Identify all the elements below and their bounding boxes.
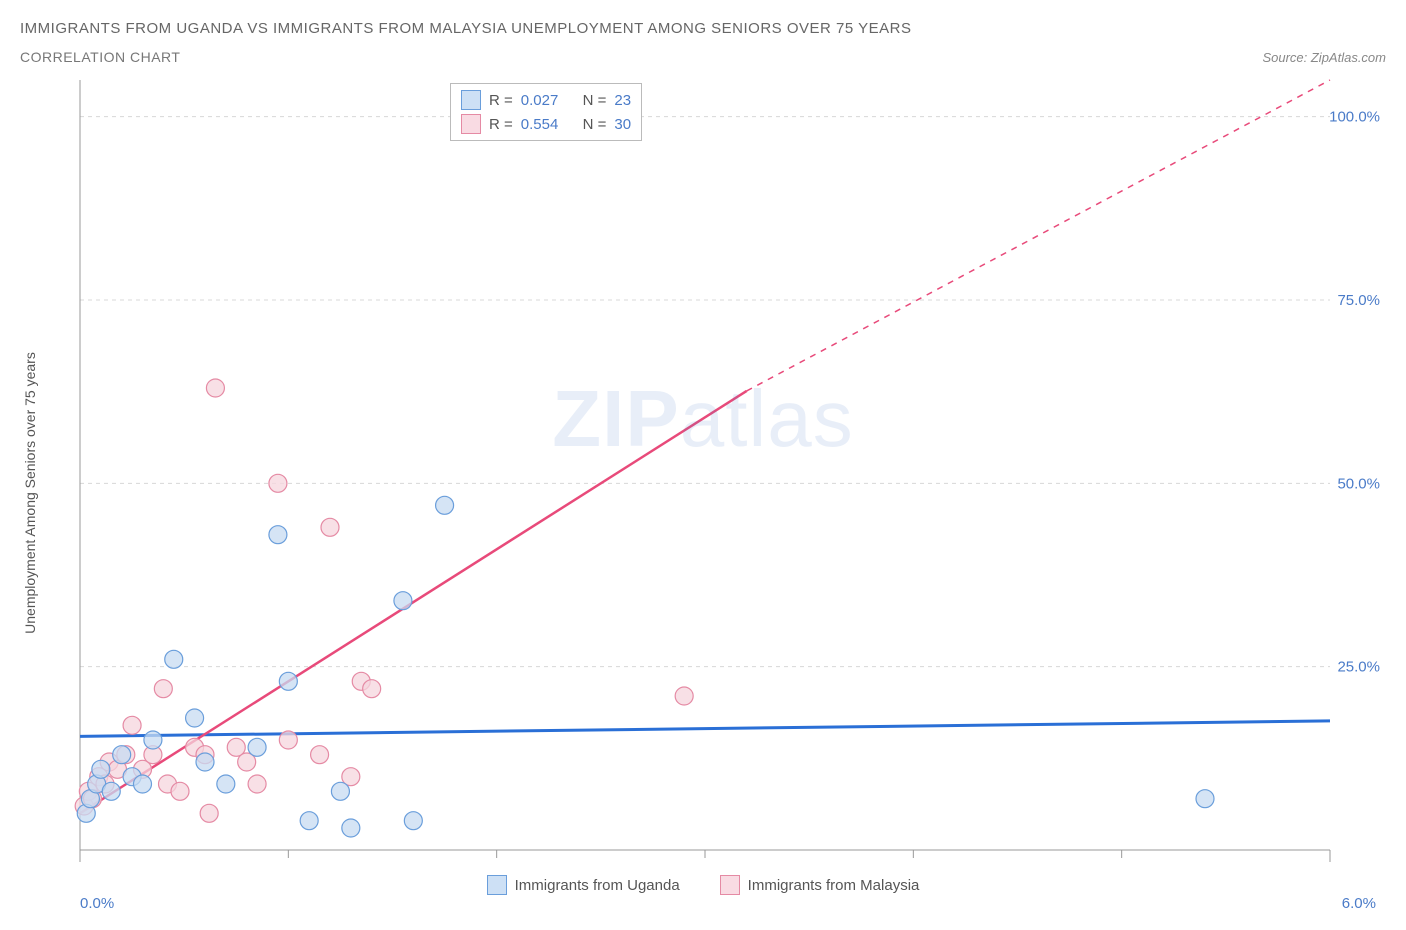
series-legend: 0.0% 6.0% Immigrants from Uganda Immigra… [20, 875, 1386, 895]
source-name: ZipAtlas.com [1311, 50, 1386, 65]
y-axis-label: Unemployment Among Seniors over 75 years [22, 352, 38, 634]
stat-r-label-2: R = [489, 116, 513, 133]
stats-row-malaysia: R = 0.554 N = 30 [461, 112, 631, 136]
chart-header: IMMIGRANTS FROM UGANDA VS IMMIGRANTS FRO… [20, 20, 1386, 65]
swatch-uganda-bottom [487, 875, 507, 895]
stats-row-uganda: R = 0.027 N = 23 [461, 88, 631, 112]
stat-n-malaysia: 30 [614, 116, 631, 133]
swatch-malaysia-bottom [720, 875, 740, 895]
swatch-malaysia [461, 114, 481, 134]
legend-label-malaysia: Immigrants from Malaysia [748, 877, 920, 894]
swatch-uganda [461, 90, 481, 110]
source-prefix: Source: [1262, 50, 1310, 65]
svg-text:100.0%: 100.0% [1329, 109, 1380, 126]
xtick-0: 0.0% [80, 895, 114, 912]
chart-subtitle: CORRELATION CHART [20, 49, 180, 65]
stat-r-malaysia: 0.554 [521, 116, 559, 133]
legend-item-uganda: Immigrants from Uganda [487, 875, 680, 895]
stat-n-uganda: 23 [614, 92, 631, 109]
legend-item-malaysia: Immigrants from Malaysia [720, 875, 920, 895]
chart-container: Unemployment Among Seniors over 75 years… [20, 75, 1386, 895]
stat-n-label: N = [583, 92, 607, 109]
svg-text:25.0%: 25.0% [1337, 659, 1380, 676]
xtick-1: 6.0% [1342, 895, 1376, 912]
svg-text:50.0%: 50.0% [1337, 475, 1380, 492]
chart-title: IMMIGRANTS FROM UGANDA VS IMMIGRANTS FRO… [20, 20, 1386, 37]
svg-text:75.0%: 75.0% [1337, 292, 1380, 309]
legend-label-uganda: Immigrants from Uganda [515, 877, 680, 894]
stats-legend: R = 0.027 N = 23 R = 0.554 N = 30 [450, 83, 642, 141]
subtitle-row: CORRELATION CHART Source: ZipAtlas.com [20, 49, 1386, 65]
stat-r-label: R = [489, 92, 513, 109]
source-attribution: Source: ZipAtlas.com [1262, 50, 1386, 65]
stat-r-uganda: 0.027 [521, 92, 559, 109]
scatter-plot: 25.0% 50.0% 75.0% 100.0% [20, 75, 1386, 895]
stat-n-label-2: N = [583, 116, 607, 133]
